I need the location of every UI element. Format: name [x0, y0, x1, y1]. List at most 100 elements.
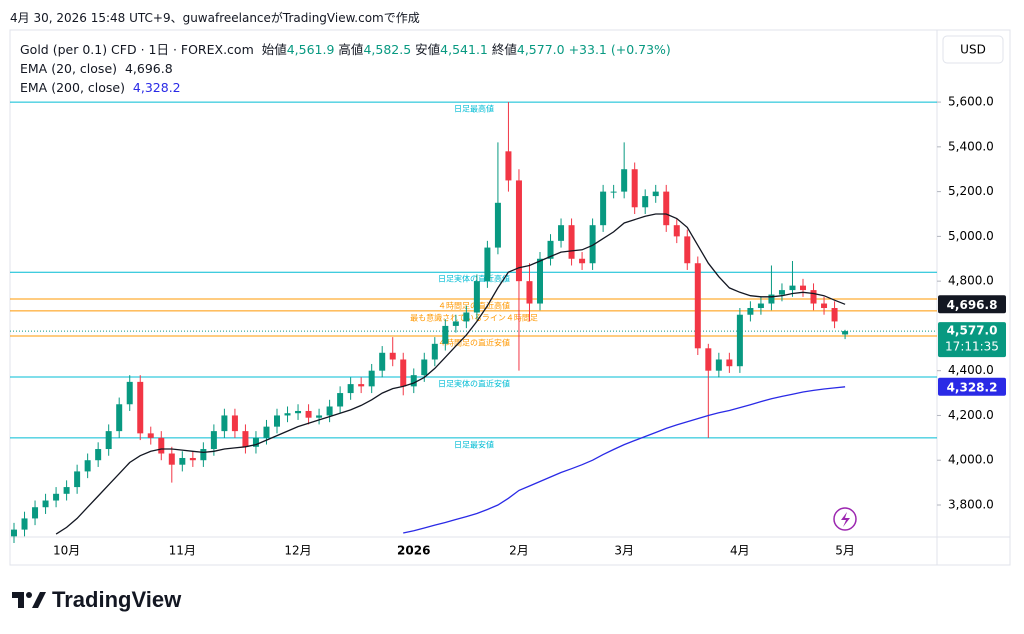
- ema-value: 4,328.2: [132, 80, 181, 95]
- candle-body: [263, 426, 270, 438]
- ema-name: EMA (200, close): [20, 80, 125, 95]
- candle-body: [515, 180, 522, 282]
- legend: Gold (per 0.1) CFD · 1日 · FOREX.com 始値4,…: [20, 40, 671, 97]
- currency-button[interactable]: [942, 35, 1004, 64]
- candle-body: [337, 393, 344, 407]
- candle-body: [505, 151, 512, 181]
- candle-body: [736, 314, 743, 367]
- candle-body: [200, 449, 207, 461]
- candle-body: [147, 433, 154, 438]
- countdown: 17:11:35: [945, 340, 999, 354]
- candle-body: [252, 437, 259, 447]
- candle-body: [684, 236, 691, 264]
- currency-label: USD: [960, 43, 986, 57]
- candle-body: [473, 281, 480, 313]
- candle-body: [579, 258, 586, 264]
- candle-body: [158, 437, 165, 454]
- candle-body: [21, 518, 28, 530]
- ohlc-name: 終値: [491, 42, 517, 57]
- x-tick-label: 2026: [397, 544, 430, 558]
- price-badge: [938, 322, 1006, 358]
- candle-body: [42, 500, 49, 508]
- candle-body: [389, 352, 396, 360]
- candle-body: [431, 343, 438, 360]
- candle-body: [400, 359, 407, 387]
- candle-body: [326, 406, 333, 416]
- candle-body: [800, 285, 806, 291]
- x-tick-label: 2月: [509, 544, 529, 558]
- candle-body: [726, 359, 733, 367]
- candle-body: [32, 507, 39, 519]
- candle-body: [53, 493, 60, 501]
- candle-body: [316, 415, 323, 418]
- change-pct: (+0.73%): [610, 42, 671, 57]
- ohlc-name: 安値: [415, 42, 441, 57]
- candle-body: [810, 290, 817, 304]
- candle-body: [463, 312, 470, 322]
- chart-frame: [9, 29, 1011, 566]
- level-label: 日足最高値: [454, 104, 494, 114]
- candle-body: [652, 191, 659, 197]
- candle-body: [621, 169, 628, 192]
- candle-body: [610, 191, 617, 193]
- y-tick-label: 4,200.0: [948, 408, 994, 422]
- candle-body: [715, 359, 722, 371]
- ohlc-value: 4,582.5: [363, 42, 412, 57]
- ema-name: EMA (20, close): [20, 61, 118, 76]
- candle-body: [274, 415, 280, 427]
- candle-body: [63, 487, 70, 494]
- candle-body: [757, 303, 764, 309]
- level-label: 最も意識されているライン４時間足: [410, 312, 538, 322]
- ohlc-name: 高値: [338, 42, 364, 57]
- level-label: ４時間足の直近安値: [438, 337, 510, 347]
- candle-body: [558, 225, 565, 241]
- price-badge-label: 4,577.0: [947, 324, 998, 338]
- candle-body: [137, 381, 144, 434]
- snapshot-icon: [833, 507, 857, 531]
- candle-body: [600, 191, 607, 226]
- x-tick-label: 10月: [53, 544, 80, 558]
- x-tick-label: 12月: [284, 544, 311, 558]
- x-tick-label: 4月: [730, 544, 750, 558]
- y-tick-label: 4,800.0: [948, 274, 994, 288]
- candle-body: [484, 247, 491, 282]
- candle-body: [663, 191, 670, 226]
- y-tick-label: 3,800.0: [948, 497, 994, 511]
- candle-body: [116, 404, 123, 432]
- legend-ema20: EMA (20, close) 4,696.8: [20, 59, 671, 78]
- candle-body: [842, 331, 849, 335]
- ema-badge: [938, 295, 1006, 314]
- snapshot-bolt: [841, 512, 850, 527]
- logo: TradingView: [12, 587, 181, 613]
- ema-badge: [938, 377, 1006, 396]
- candle-body: [379, 352, 386, 371]
- candle-body: [210, 431, 217, 450]
- ohlc: 始値4,561.9 高値4,582.5 安値4,541.1 終値4,577.0: [262, 42, 569, 57]
- x-tick-label: 3月: [614, 544, 634, 558]
- ohlc-value: 4,541.1: [440, 42, 488, 57]
- level-label: 日足実体の直近安値: [438, 378, 510, 388]
- candle-body: [231, 415, 238, 432]
- candle-body: [284, 413, 291, 416]
- candle-body: [494, 202, 501, 248]
- y-tick-label: 5,400.0: [948, 139, 994, 153]
- logo-mark: [12, 592, 46, 608]
- level-label: 日足実体の直近高値: [438, 274, 510, 284]
- change: +33.1: [568, 42, 607, 57]
- candle-body: [673, 225, 680, 237]
- ohlc-value: 4,577.0: [516, 42, 565, 57]
- candle-body: [589, 225, 596, 264]
- candle-body: [105, 431, 112, 450]
- y-tick-label: 5,600.0: [948, 95, 994, 109]
- candle-body: [368, 370, 375, 387]
- candle-body: [295, 410, 302, 414]
- caption: 4月 30, 2026 15:48 UTC+9、guwafreelanceがTr…: [10, 11, 420, 25]
- y-tick-label: 4,400.0: [948, 363, 994, 377]
- candle-body: [452, 321, 459, 326]
- candle-body: [537, 258, 543, 304]
- ema-line: [403, 386, 846, 534]
- candle-body: [747, 308, 754, 315]
- candle-body: [305, 410, 312, 418]
